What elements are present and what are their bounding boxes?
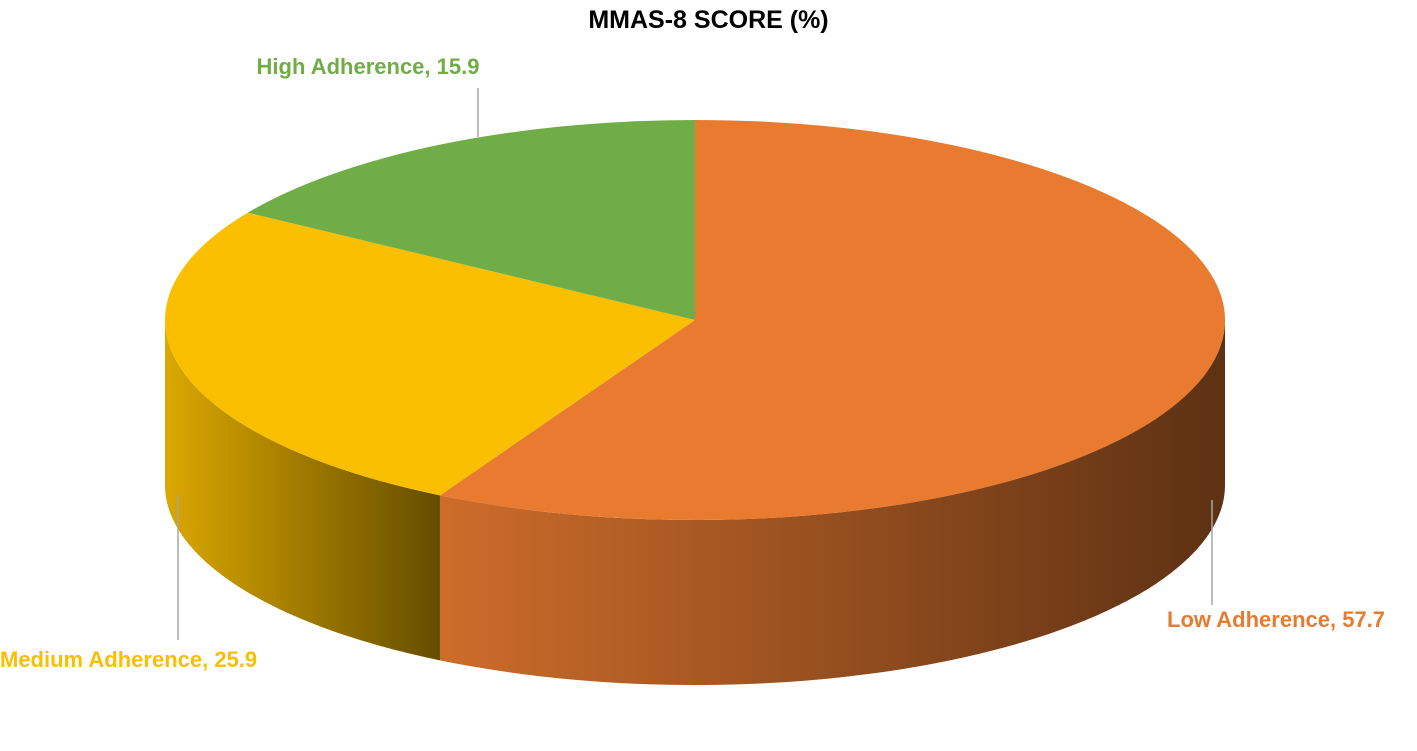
side-shading	[439, 320, 1226, 685]
chart-title: MMAS-8 SCORE (%)	[588, 6, 829, 34]
data-label: Low Adherence, 57.7	[1167, 607, 1386, 632]
data-label: Medium Adherence, 25.9	[0, 647, 258, 672]
slice	[165, 212, 695, 496]
slice	[439, 120, 1225, 521]
data-label: High Adherence, 15.9	[256, 54, 480, 79]
side-shading	[165, 320, 440, 661]
slice	[247, 120, 695, 320]
